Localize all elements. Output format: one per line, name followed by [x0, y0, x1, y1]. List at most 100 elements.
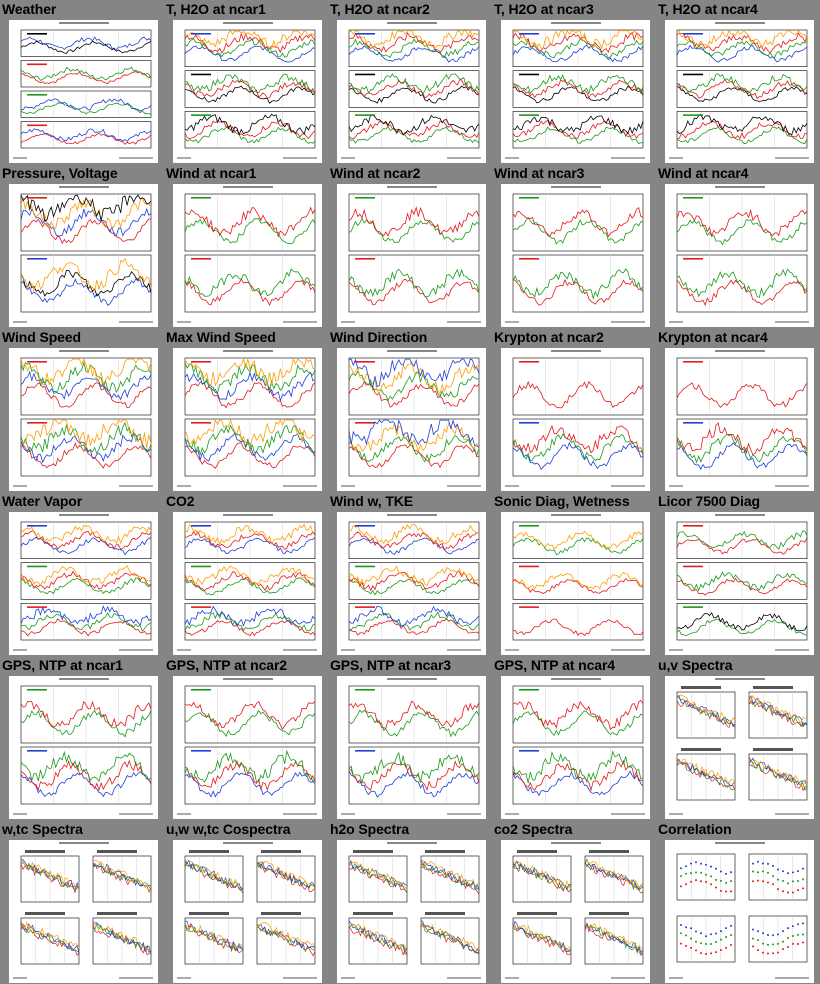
- correlation-point: [705, 935, 707, 938]
- correlation-point: [772, 883, 774, 886]
- spectrum-trace: [256, 923, 316, 950]
- plot-thumbnail-h2o-spectra[interactable]: [337, 840, 486, 983]
- footer-text: [447, 157, 481, 159]
- spectrum-trace: [584, 922, 644, 951]
- plot-trace: [20, 524, 152, 545]
- correlation-point: [700, 871, 702, 874]
- plot-thumbnail-sonic-diag-wetness[interactable]: [501, 512, 650, 655]
- plot-thumbnail-t-h2o-at-ncar4[interactable]: [665, 20, 814, 163]
- plot-trace: [677, 79, 808, 100]
- legend-text: [683, 606, 703, 608]
- plot-trace: [676, 422, 808, 456]
- plot-image: [669, 842, 809, 979]
- tile-title: u,v Spectra: [658, 657, 733, 673]
- correlation-point: [767, 862, 769, 865]
- spectrum-trace: [348, 859, 408, 894]
- correlation-point: [695, 940, 697, 943]
- correlation-point: [767, 934, 769, 937]
- correlation-point: [700, 862, 702, 865]
- plot-image: [177, 350, 317, 487]
- correlation-point: [762, 880, 764, 883]
- plot-trace: [184, 432, 316, 462]
- plot-trace: [20, 71, 152, 85]
- spectrum-trace: [420, 859, 480, 891]
- spectrum-trace: [676, 761, 736, 790]
- plot-thumbnail-correlation[interactable]: [665, 840, 814, 983]
- legend-text: [27, 94, 47, 96]
- plot-thumbnail-krypton-at-ncar4[interactable]: [665, 348, 814, 491]
- correlation-point: [725, 936, 727, 939]
- correlation-point: [730, 943, 732, 946]
- tile-krypton-at-ncar4: Krypton at ncar4: [656, 328, 820, 492]
- legend-text: [683, 197, 703, 199]
- plot-thumbnail-max-wind-speed[interactable]: [173, 348, 322, 491]
- plot-image: [669, 22, 809, 159]
- plot-thumbnail-t-h2o-at-ncar3[interactable]: [501, 20, 650, 163]
- plot-thumbnail-co2-spectra[interactable]: [501, 840, 650, 983]
- tile-h2o-spectra: h2o Spectra: [328, 820, 492, 984]
- footer-text: [119, 813, 153, 815]
- plot-thumbnail-weather[interactable]: [9, 20, 158, 163]
- plot-trace: [20, 419, 152, 448]
- plot-thumbnail-wind-speed[interactable]: [9, 348, 158, 491]
- plot-thumbnail-pressure-voltage[interactable]: [9, 184, 158, 327]
- plot-thumbnail-wind-at-ncar2[interactable]: [337, 184, 486, 327]
- plot-thumbnail-gps-ntp-at-ncar3[interactable]: [337, 676, 486, 819]
- plot-thumbnail-wind-at-ncar4[interactable]: [665, 184, 814, 327]
- plot-thumbnail-wind-at-ncar3[interactable]: [501, 184, 650, 327]
- plot-thumbnail-licor-7500-diag[interactable]: [665, 512, 814, 655]
- correlation-point: [685, 934, 687, 937]
- subplot-title: [753, 748, 793, 751]
- tile-title: w,tc Spectra: [2, 821, 83, 837]
- plot-thumbnail-t-h2o-at-ncar2[interactable]: [337, 20, 486, 163]
- plot-thumbnail-co2[interactable]: [173, 512, 322, 655]
- spectrum-trace: [512, 924, 572, 951]
- correlation-point: [715, 878, 717, 881]
- plot-trace: [20, 771, 152, 798]
- plot-title-text: [223, 514, 273, 516]
- plot-title-text: [715, 22, 765, 24]
- footer-text: [505, 157, 519, 159]
- tile-wind-at-ncar2: Wind at ncar2: [328, 164, 492, 328]
- correlation-point: [730, 934, 732, 937]
- plot-thumbnail-wind-direction[interactable]: [337, 348, 486, 491]
- plot-trace: [184, 700, 316, 731]
- plot-title-text: [59, 514, 109, 516]
- correlation-point: [720, 879, 722, 882]
- plot-title-text: [59, 842, 109, 844]
- plot-thumbnail-t-h2o-at-ncar1[interactable]: [173, 20, 322, 163]
- plot-thumbnail-u-v-spectra[interactable]: [665, 676, 814, 819]
- footer-text: [13, 813, 27, 815]
- spectrum-trace: [184, 920, 243, 952]
- legend-text: [519, 606, 539, 608]
- correlation-point: [705, 873, 707, 876]
- correlation-point: [680, 924, 682, 927]
- subplot-title: [189, 850, 229, 853]
- correlation-point: [715, 951, 717, 954]
- plot-trace: [348, 524, 480, 545]
- subplot-title: [681, 748, 721, 751]
- plot-thumbnail-gps-ntp-at-ncar1[interactable]: [9, 676, 158, 819]
- footer-text: [341, 813, 355, 815]
- plot-trace: [348, 120, 480, 140]
- correlation-point: [715, 932, 717, 935]
- plot-thumbnail-gps-ntp-at-ncar4[interactable]: [501, 676, 650, 819]
- plot-trace: [512, 577, 644, 594]
- legend-text: [191, 565, 211, 568]
- plot-image: [505, 186, 645, 323]
- plot-thumbnail-wind-at-ncar1[interactable]: [173, 184, 322, 327]
- correlation-point: [772, 943, 774, 946]
- plot-thumbnail-w-tc-spectra[interactable]: [9, 840, 158, 983]
- plot-trace: [20, 66, 152, 82]
- plot-thumbnail-krypton-at-ncar2[interactable]: [501, 348, 650, 491]
- plot-thumbnail-wind-w-tke[interactable]: [337, 512, 486, 655]
- plot-thumbnail-gps-ntp-at-ncar2[interactable]: [173, 676, 322, 819]
- tile-co2: CO2: [164, 492, 328, 656]
- correlation-point: [705, 943, 707, 946]
- correlation-point: [797, 889, 799, 892]
- correlation-point: [787, 891, 789, 894]
- tile-t-h2o-at-ncar1: T, H2O at ncar1: [164, 0, 328, 164]
- plot-thumbnail-water-vapor[interactable]: [9, 512, 158, 655]
- plot-trace: [348, 537, 479, 556]
- plot-thumbnail-u-w-w-tc-cospectra[interactable]: [173, 840, 322, 983]
